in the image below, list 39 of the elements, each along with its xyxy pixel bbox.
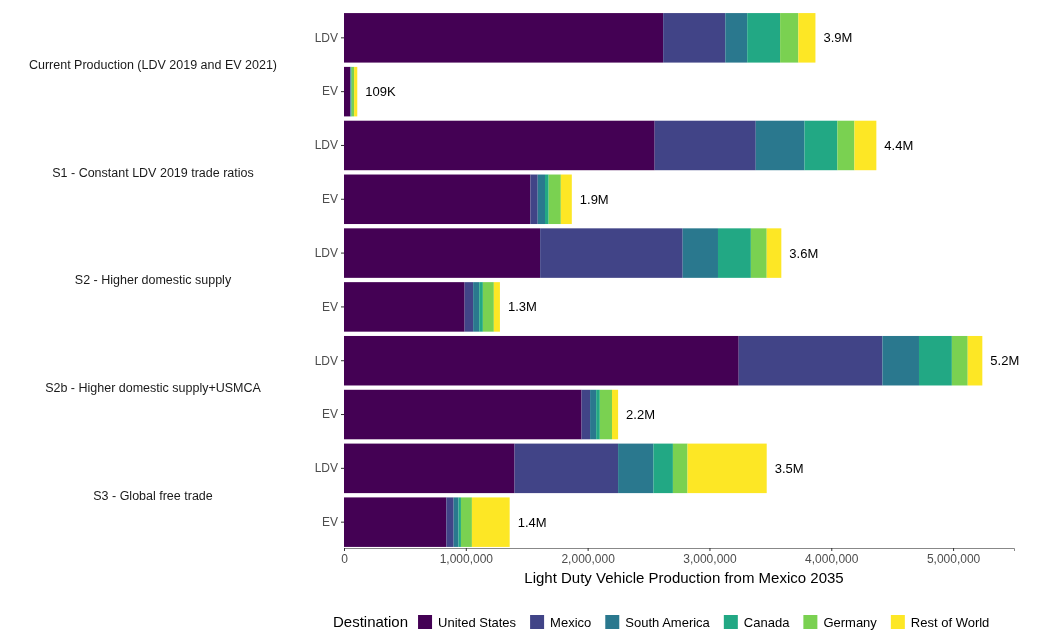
y-tick-label: LDV bbox=[314, 138, 338, 153]
total-label: 3.6M bbox=[789, 245, 819, 261]
total-label: 1.4M bbox=[517, 514, 547, 530]
y-tick-label: EV bbox=[321, 407, 338, 422]
x-tick-label: 4,000,000 bbox=[805, 551, 859, 566]
y-tick-label: EV bbox=[321, 515, 338, 530]
total-label: 3.9M bbox=[823, 30, 853, 46]
x-axis-title: Light Duty Vehicle Production from Mexico 2035 bbox=[524, 569, 844, 586]
y-tick-label: LDV bbox=[314, 245, 338, 260]
total-label: 1.9M bbox=[579, 191, 609, 207]
total-label: 3.5M bbox=[774, 460, 804, 476]
text: S2b - Higher domestic supply+USMCA bbox=[45, 381, 262, 396]
x-tick-label: 5,000,000 bbox=[926, 551, 981, 566]
total-label: 5.2M bbox=[990, 353, 1020, 369]
y-tick-label: EV bbox=[321, 299, 338, 314]
y-tick-label: LDV bbox=[314, 30, 338, 45]
total-label: 4.4M bbox=[884, 138, 914, 154]
legend-label: Rest of World bbox=[910, 614, 990, 630]
text: Current Production (LDV 2019 and EV 2021) bbox=[28, 58, 278, 73]
total-label: 109K bbox=[365, 84, 396, 100]
x-tick-label: 0 bbox=[341, 551, 349, 566]
x-tick-label: 2,000,000 bbox=[561, 551, 616, 566]
total-label: 2.2M bbox=[626, 407, 655, 423]
y-tick-label: EV bbox=[321, 192, 338, 207]
text: S3 - Global free trade bbox=[93, 488, 213, 503]
x-tick-label: 3,000,000 bbox=[683, 551, 737, 566]
legend-label: United States bbox=[438, 614, 517, 630]
x-tick-label: 1,000,000 bbox=[439, 551, 494, 566]
y-tick-label: LDV bbox=[314, 461, 338, 476]
text: S1 - Constant LDV 2019 trade ratios bbox=[52, 165, 254, 180]
legend-label: Germany bbox=[823, 614, 878, 630]
text: S2 - Higher domestic supply bbox=[74, 273, 232, 288]
legend-title: Destination bbox=[333, 613, 409, 630]
y-tick-label: LDV bbox=[314, 353, 338, 368]
legend-label: Mexico bbox=[550, 614, 592, 630]
legend-label: Canada bbox=[743, 614, 791, 630]
y-tick-label: EV bbox=[321, 84, 338, 99]
total-label: 1.3M bbox=[507, 299, 537, 315]
legend-label: South America bbox=[625, 614, 711, 630]
